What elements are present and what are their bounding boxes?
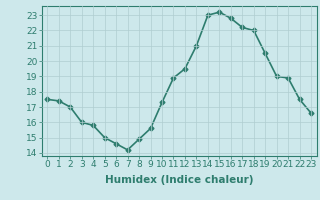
X-axis label: Humidex (Indice chaleur): Humidex (Indice chaleur) [105, 175, 253, 185]
